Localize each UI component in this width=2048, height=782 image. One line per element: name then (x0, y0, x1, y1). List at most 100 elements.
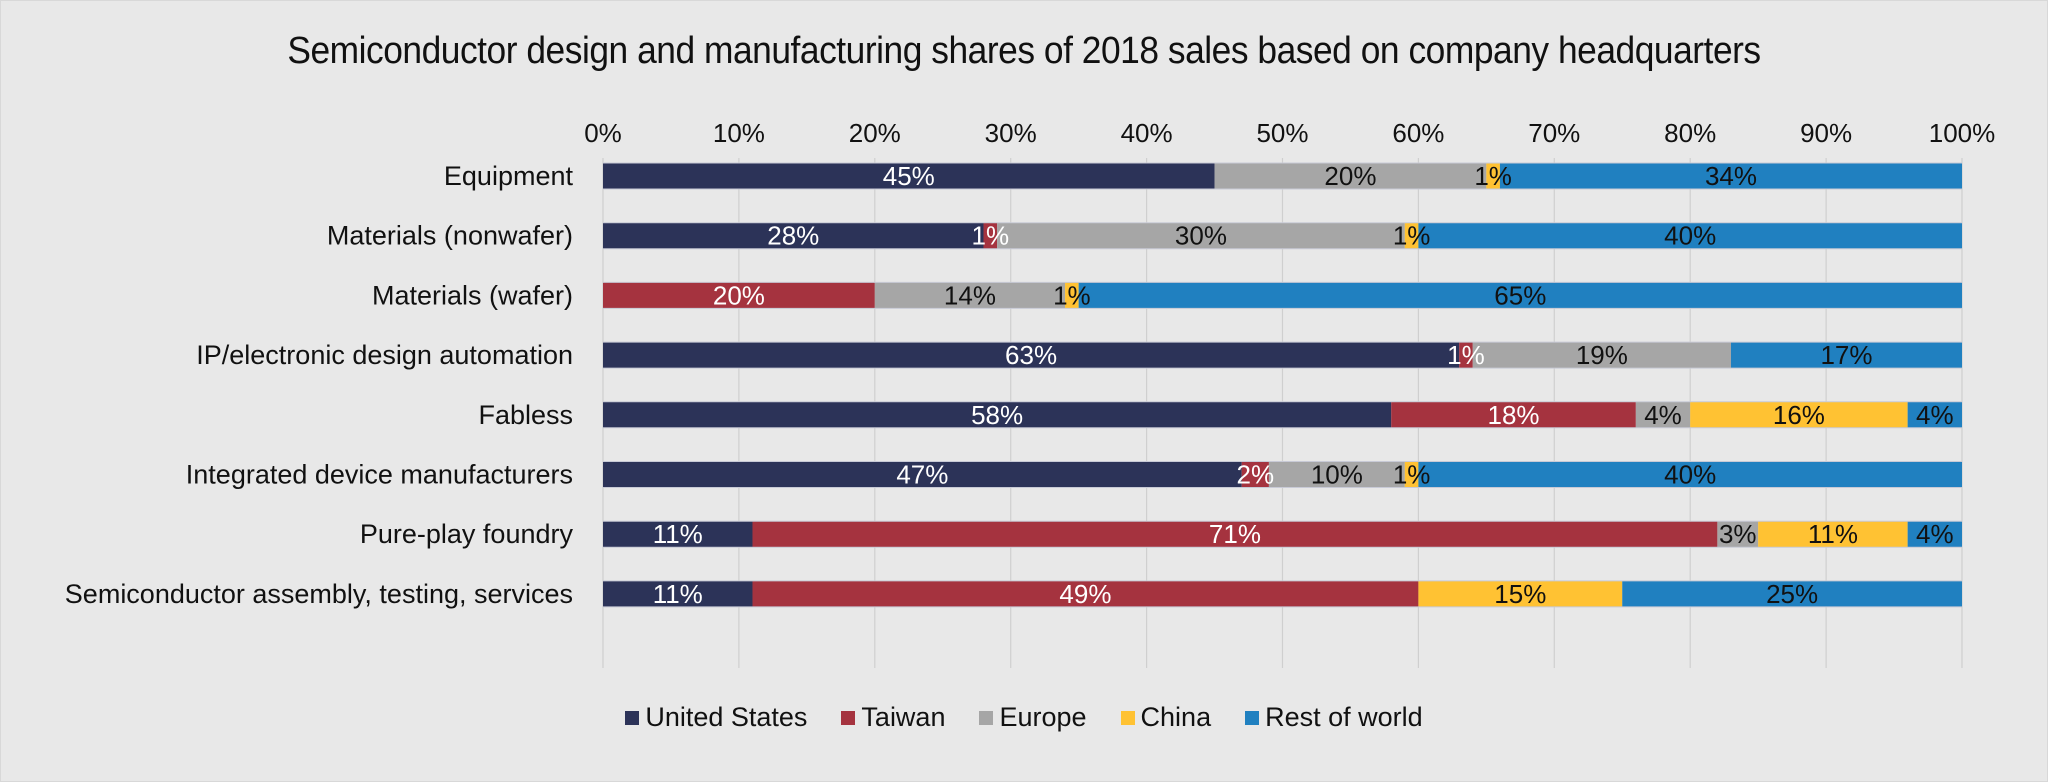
data-label: 18% (1488, 400, 1540, 430)
data-label: 19% (1576, 340, 1628, 370)
bar-segment (752, 580, 1419, 607)
data-label: 1% (972, 221, 1010, 251)
data-label: 11% (653, 519, 703, 549)
bar-segment (1078, 282, 1962, 309)
chart-plot: 0% 10% 20% 30% 40% 50% 60% 70% 80% 90% 100% Equipm… (65, 118, 1995, 668)
category-label: Materials (nonwafer) (327, 221, 573, 251)
bar-segment (1391, 401, 1636, 428)
legend-swatch (841, 710, 856, 725)
data-label: 17% (1820, 340, 1872, 370)
legend-label: China (1140, 702, 1212, 732)
data-label: 71% (1209, 519, 1261, 549)
bar-segment (1622, 580, 1962, 607)
x-tick-labels: 0% 10% 20% 30% 40% 50% 60% 70% 80% 90% 100% (584, 118, 1995, 148)
data-label: 1% (1393, 460, 1431, 490)
x-tick-label: 30% (985, 118, 1037, 148)
data-label: 15% (1494, 579, 1546, 609)
legend-swatch (1120, 710, 1135, 725)
data-label: 3% (1719, 519, 1757, 549)
bar-segment (1418, 580, 1623, 607)
bar-segment (1472, 342, 1731, 369)
legend-label: Rest of world (1265, 702, 1423, 732)
bar-segment (1418, 461, 1962, 488)
data-label: 49% (1059, 579, 1111, 609)
data-label: 40% (1664, 221, 1716, 251)
data-labels: 45% 20% 1% 34% 28% 1% 30% 1% 40% 20% 14% 1% 65% 63% 1%… (653, 161, 1954, 609)
data-label: 34% (1705, 161, 1757, 191)
legend-label: Europe (999, 702, 1087, 732)
data-label: 30% (1175, 221, 1227, 251)
legend-item: United States (625, 702, 807, 733)
bar-segment (1907, 401, 1962, 428)
x-tick-label: 80% (1664, 118, 1716, 148)
bar-segment (603, 401, 1392, 428)
data-label: 20% (713, 280, 765, 310)
data-label: 4% (1916, 400, 1954, 430)
legend-item: Taiwan (841, 702, 945, 733)
bar-segment (1459, 342, 1473, 369)
data-label: 25% (1766, 579, 1818, 609)
x-tick-label: 100% (1929, 118, 1996, 148)
bar-segment (603, 282, 875, 309)
data-label: 11% (653, 579, 703, 609)
category-labels: Equipment Materials (nonwafer) Materials (… (65, 161, 574, 609)
bars (603, 162, 1962, 608)
data-label: 1% (1474, 161, 1512, 191)
data-label: 1% (1393, 221, 1431, 251)
data-label: 1% (1447, 340, 1485, 370)
bar-segment (1907, 521, 1962, 548)
chart-title: Semiconductor design and manufacturing s… (287, 30, 1761, 72)
legend-label: United States (645, 702, 808, 732)
legend-swatch (625, 710, 640, 725)
bar-segment (603, 580, 753, 607)
category-label: Pure-play foundry (360, 519, 574, 549)
bar-segment (1404, 461, 1419, 488)
bar-segment (997, 222, 1405, 249)
bar-segment (1690, 401, 1908, 428)
bar-segment (1065, 282, 1079, 309)
data-label: 65% (1494, 280, 1546, 310)
bar-segment (874, 282, 1066, 309)
bar-segment (1717, 521, 1759, 548)
bar-segment (603, 461, 1242, 488)
data-label: 10% (1311, 460, 1363, 490)
bar-segment (1758, 521, 1908, 548)
x-tick-label: 20% (849, 118, 901, 148)
x-tick-label: 50% (1256, 118, 1308, 148)
data-label: 11% (1808, 519, 1858, 549)
category-label: IP/electronic design automation (196, 340, 573, 370)
bar-segment (1499, 163, 1962, 189)
data-label: 4% (1644, 400, 1682, 430)
bar-segment (1635, 401, 1691, 428)
legend-swatch (979, 710, 994, 725)
legend-label: Taiwan (861, 702, 946, 732)
bar-segment (1214, 163, 1487, 189)
category-label: Integrated device manufacturers (186, 460, 573, 490)
category-label: Fabless (478, 400, 573, 430)
x-tick-label: 40% (1121, 118, 1173, 148)
legend-item: China (1120, 702, 1212, 733)
x-tick-label: 10% (713, 118, 765, 148)
bar-segment (1404, 222, 1419, 249)
bar-segment (603, 222, 984, 249)
data-label: 1% (1053, 280, 1091, 310)
category-label: Semiconductor assembly, testing, service… (65, 579, 573, 609)
x-tick-label: 0% (584, 118, 622, 148)
x-tick-label: 90% (1800, 118, 1852, 148)
category-label: Equipment (444, 161, 574, 191)
bar-segment (1241, 461, 1269, 488)
bar-segment (983, 222, 998, 249)
x-tick-label: 60% (1392, 118, 1444, 148)
bar-segment (1730, 342, 1962, 369)
data-label: 28% (767, 221, 819, 251)
bar-segment (1418, 222, 1962, 249)
bar-segment (1486, 163, 1500, 189)
data-label: 58% (971, 400, 1023, 430)
legend-item: Rest of world (1245, 702, 1423, 733)
data-label: 63% (1005, 340, 1057, 370)
legend-item: Europe (979, 702, 1087, 733)
legend-swatch (1245, 710, 1260, 725)
bar-segment (752, 521, 1718, 548)
data-label: 20% (1324, 161, 1376, 191)
